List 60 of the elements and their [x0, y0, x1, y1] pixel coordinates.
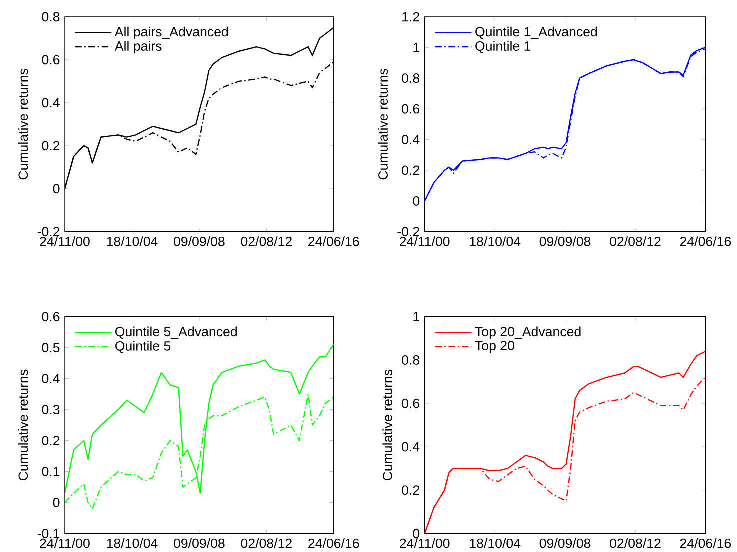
y-axis-title: Cumulative returns — [382, 370, 392, 481]
x-tick-label: 18/10/04 — [470, 236, 521, 247]
x-tick-label: 18/10/04 — [107, 538, 158, 548]
y-tick-label: 0.1 — [42, 467, 60, 477]
y-tick-label: 0.4 — [402, 442, 420, 452]
x-tick-label: 09/09/08 — [540, 236, 591, 247]
y-tick-label: 0.6 — [42, 55, 60, 65]
x-tick-label: 24/06/16 — [680, 538, 732, 548]
y-tick-label: 0.8 — [402, 74, 420, 84]
y-axis-title: Cumulative returns — [18, 370, 28, 481]
legend-label: All pairs — [114, 41, 162, 54]
y-tick-label: 1 — [414, 43, 420, 52]
legend-label: Top 20 — [475, 341, 514, 354]
x-tick-label: 24/11/00 — [40, 538, 90, 548]
y-tick-label: 0.6 — [402, 104, 420, 114]
y-tick-label: 0 — [53, 498, 60, 508]
y-axis-title: Cumulative returns — [18, 69, 28, 180]
y-tick-label: 0.2 — [402, 166, 420, 176]
legend-label: Quintile 1 — [476, 41, 531, 54]
x-tick-label: 02/08/12 — [610, 236, 661, 247]
legend-label: All pairs_Advanced — [114, 26, 228, 40]
y-tick-label: 0.6 — [42, 312, 60, 322]
x-tick-label: 09/09/08 — [540, 538, 591, 548]
x-tick-label: 09/09/08 — [174, 538, 225, 548]
y-tick-label: -0.2 — [398, 227, 420, 237]
x-tick-label: 02/08/12 — [241, 538, 292, 548]
x-tick-label: 18/10/04 — [107, 236, 158, 247]
y-tick-label: 0.8 — [42, 12, 60, 22]
y-tick-label: 1.2 — [402, 12, 420, 22]
y-tick-label: 0.5 — [42, 343, 60, 353]
y-tick-label: 0.8 — [402, 356, 420, 366]
y-tick-label: 0 — [53, 184, 60, 194]
y-tick-label: 0.2 — [42, 141, 60, 151]
x-tick-label: 09/09/08 — [174, 236, 225, 247]
legend-label: Top 20_Advanced — [475, 326, 581, 340]
x-tick-label: 02/08/12 — [241, 236, 292, 247]
x-tick-label: 24/06/16 — [308, 236, 360, 247]
x-tick-label: 24/11/00 — [400, 236, 450, 247]
legend-label: Quintile 5 — [116, 341, 171, 354]
y-tick-label: 0.2 — [42, 436, 60, 446]
y-tick-label: 1 — [414, 312, 420, 322]
x-tick-label: 24/06/16 — [680, 236, 732, 247]
y-tick-label: 0.2 — [402, 486, 420, 496]
y-tick-label: 0.4 — [402, 135, 420, 145]
x-tick-label: 24/06/16 — [308, 538, 360, 548]
y-tick-label: 0.4 — [42, 98, 60, 108]
y-tick-label: 0 — [413, 196, 420, 206]
x-tick-label: 02/08/12 — [610, 538, 661, 548]
x-tick-label: 24/11/00 — [40, 236, 90, 247]
legend-label: Quintile 1_Advanced — [476, 27, 598, 40]
y-tick-label: -0.2 — [38, 227, 60, 237]
x-tick-label: 24/11/00 — [400, 538, 450, 548]
x-tick-label: 18/10/04 — [470, 538, 521, 548]
y-tick-label: 0.3 — [42, 405, 60, 415]
y-axis-title: Cumulative returns — [378, 69, 388, 180]
legend-label: Quintile 5_Advanced — [116, 326, 237, 340]
y-tick-label: 0.4 — [42, 374, 60, 384]
y-tick-label: 0 — [413, 529, 420, 539]
y-tick-label: 0.6 — [402, 399, 420, 408]
y-tick-label: -0.1 — [38, 529, 60, 539]
